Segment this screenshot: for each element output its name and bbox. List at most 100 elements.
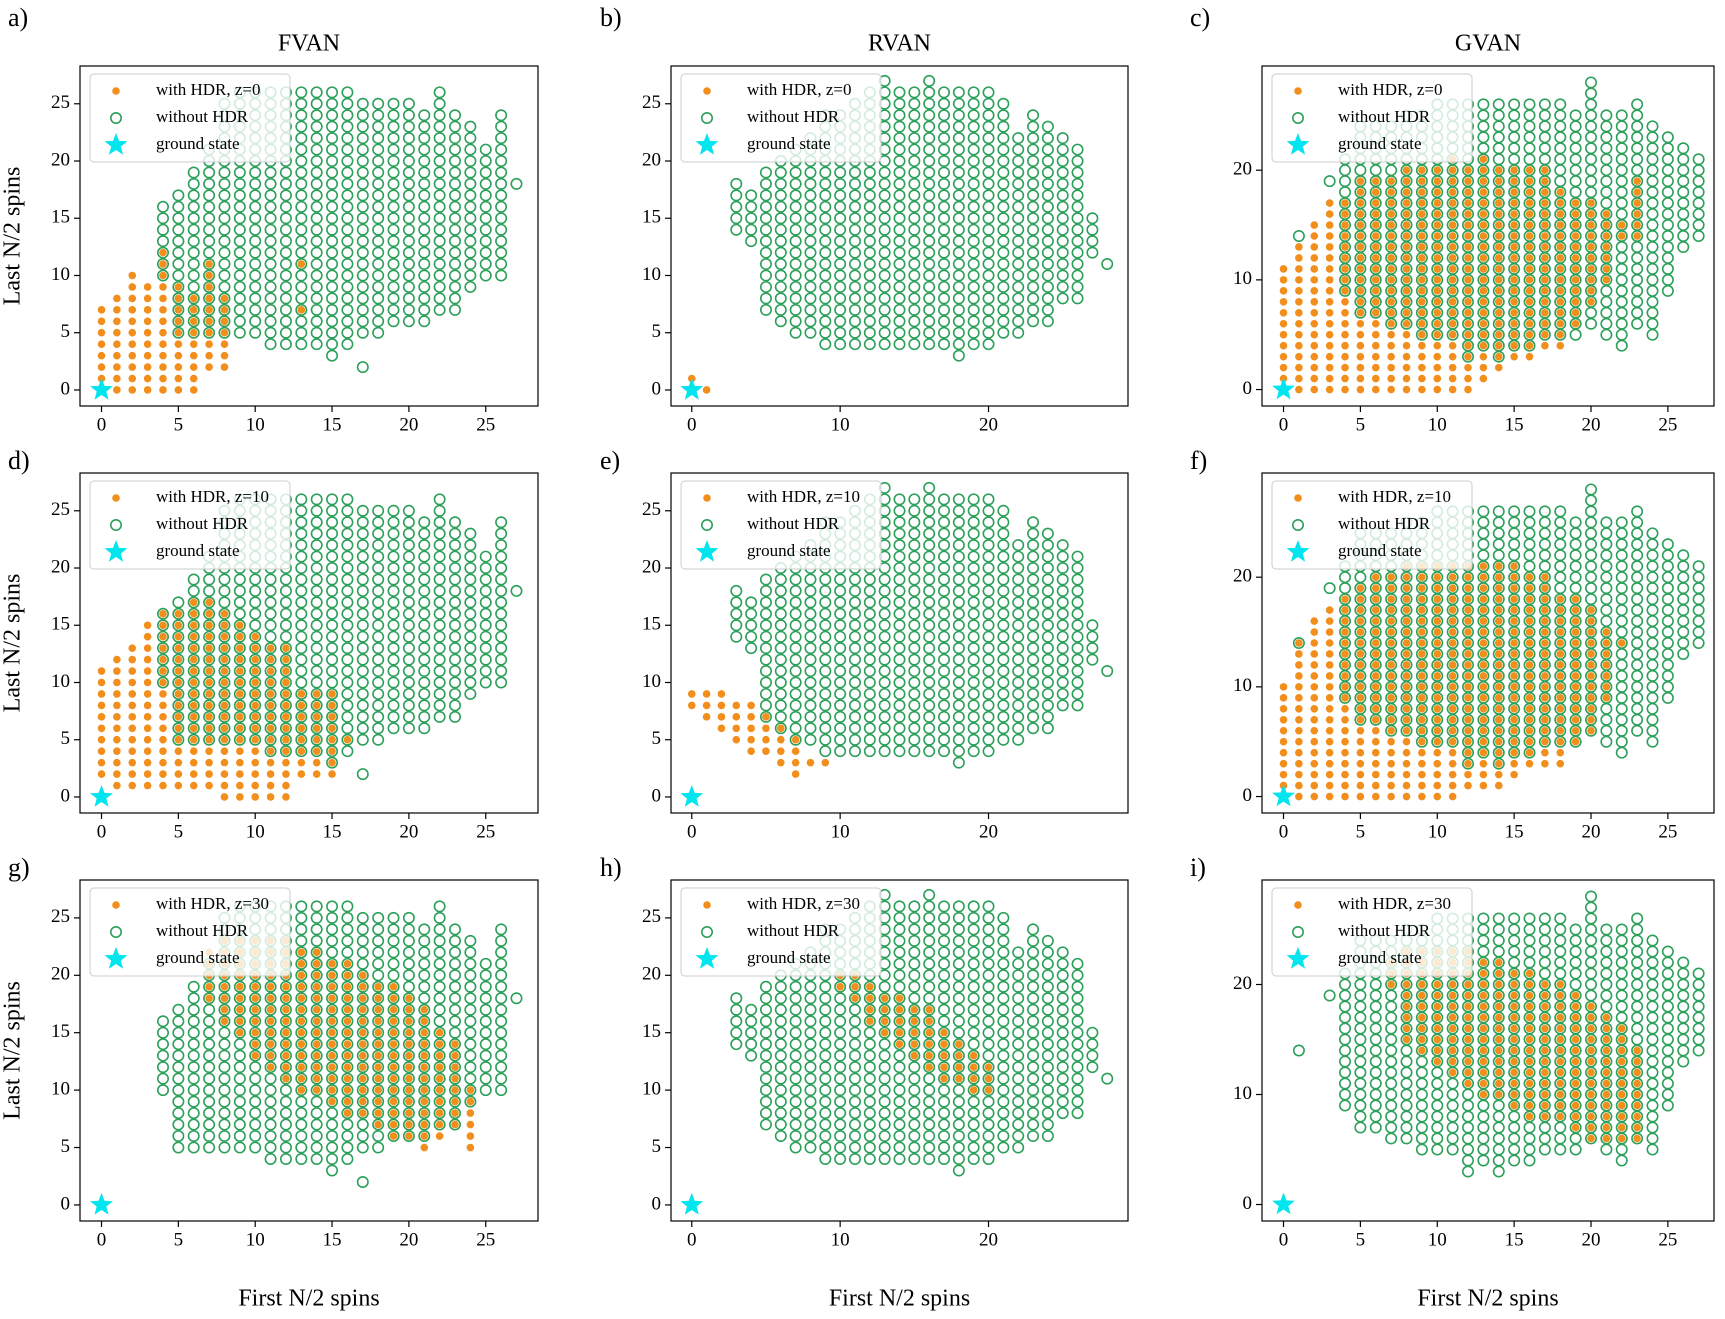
point (295, 280, 308, 293)
point (938, 338, 951, 351)
point (203, 223, 216, 236)
point (341, 1118, 354, 1131)
point (952, 550, 965, 563)
point (220, 363, 229, 371)
point (1494, 243, 1503, 251)
point (251, 982, 260, 991)
point (1525, 210, 1534, 218)
y-axis-label: Last N/2 spins (0, 167, 26, 306)
point (938, 493, 951, 506)
point (387, 596, 400, 609)
point (174, 667, 183, 675)
point (310, 1130, 323, 1143)
legend-marker (695, 540, 719, 562)
point (1310, 705, 1319, 713)
point (326, 1072, 339, 1085)
point (1448, 276, 1457, 284)
point (297, 1028, 306, 1037)
point (295, 957, 308, 970)
point (464, 258, 477, 271)
point (218, 1026, 231, 1039)
point (297, 1074, 306, 1083)
point (1056, 699, 1069, 712)
point (1041, 143, 1054, 156)
point (819, 200, 832, 213)
point (982, 504, 995, 517)
point (1602, 639, 1611, 647)
point (1492, 131, 1505, 144)
point (233, 653, 246, 666)
point (328, 1040, 336, 1048)
point (128, 758, 137, 767)
point (220, 632, 229, 641)
point (893, 235, 906, 248)
point (819, 584, 832, 597)
point (908, 132, 921, 145)
point (804, 246, 817, 259)
point (908, 607, 921, 620)
point (1494, 177, 1503, 185)
point (938, 292, 951, 305)
point (893, 86, 906, 99)
point (908, 212, 921, 225)
point (878, 1084, 891, 1097)
point (218, 269, 231, 282)
point (356, 957, 369, 970)
point (295, 699, 308, 712)
point (1279, 298, 1288, 306)
point (343, 1074, 352, 1083)
point (1525, 715, 1534, 724)
point (1631, 713, 1644, 726)
point (1464, 737, 1472, 746)
point (449, 166, 462, 179)
point (923, 109, 936, 122)
point (156, 676, 169, 689)
point (1387, 650, 1395, 658)
point (236, 713, 244, 721)
point (356, 177, 369, 190)
point (187, 235, 200, 248)
point (923, 733, 936, 746)
point (1371, 715, 1380, 724)
point (1479, 155, 1488, 164)
point (356, 596, 369, 609)
point (249, 1084, 262, 1097)
point (328, 1074, 336, 1083)
point (1492, 516, 1505, 529)
point (1492, 527, 1505, 540)
point (1602, 232, 1611, 240)
point (1402, 308, 1411, 317)
point (464, 189, 477, 202)
point (819, 292, 832, 305)
point (819, 745, 832, 758)
legend-box (680, 73, 882, 163)
point (326, 338, 339, 351)
point (1341, 661, 1349, 669)
point (1354, 164, 1367, 177)
point (967, 155, 980, 168)
point (233, 303, 246, 316)
point (997, 120, 1010, 133)
point (747, 713, 755, 721)
point (203, 1003, 216, 1016)
point (1448, 243, 1457, 251)
point (372, 166, 385, 179)
y-tick-label: 20 (642, 556, 661, 577)
point (249, 223, 262, 236)
point (1279, 308, 1288, 317)
point (143, 340, 152, 348)
point (952, 504, 965, 517)
point (952, 745, 965, 758)
point (804, 980, 817, 993)
point (834, 1095, 847, 1108)
point (1692, 208, 1705, 221)
point (97, 713, 106, 721)
point (908, 177, 921, 190)
point (464, 1049, 477, 1062)
point (218, 992, 231, 1005)
point (1279, 705, 1288, 713)
point (1646, 273, 1659, 286)
point (1448, 726, 1457, 735)
point (1433, 705, 1442, 713)
point (1295, 737, 1303, 746)
